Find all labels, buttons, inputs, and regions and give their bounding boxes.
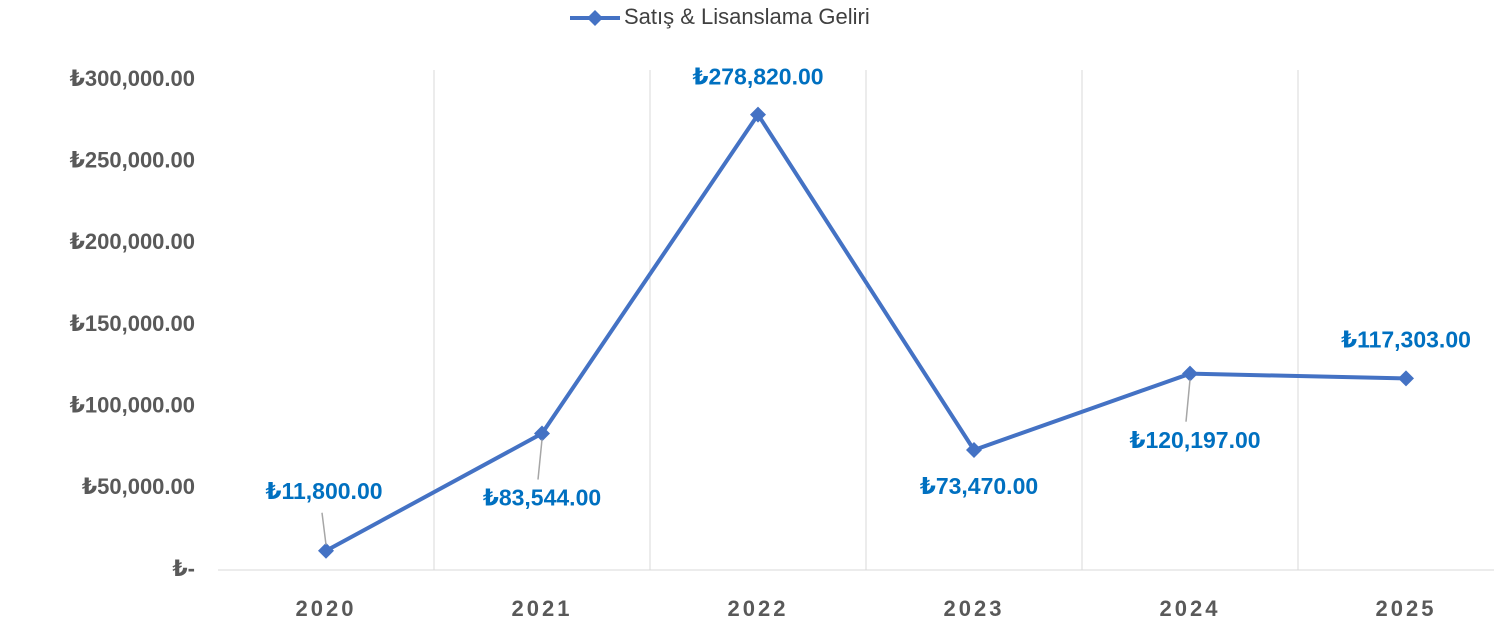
y-tick-label: ₺100,000.00: [70, 392, 195, 417]
marker: [1182, 365, 1198, 382]
x-tick-label: 2020: [296, 596, 357, 621]
x-tick-label: 2024: [1160, 596, 1221, 621]
y-tick-label: ₺150,000.00: [70, 311, 195, 336]
leader-line: [321, 512, 327, 545]
marker: [1398, 370, 1414, 387]
x-tick-label: 2022: [728, 596, 789, 621]
leader-line: [1185, 379, 1191, 422]
data-label: ₺278,820.00: [692, 64, 823, 90]
legend-label: Satış & Lisanslama Geliri: [624, 4, 870, 29]
data-label: ₺120,197.00: [1129, 427, 1260, 453]
x-tick-label: 2021: [512, 596, 573, 621]
data-label: ₺73,470.00: [920, 473, 1038, 499]
marker: [750, 106, 766, 123]
y-tick-label: ₺300,000.00: [70, 66, 195, 91]
x-tick-label: 2023: [944, 596, 1005, 621]
data-label: ₺83,544.00: [483, 485, 601, 511]
x-tick-label: 2025: [1376, 596, 1437, 621]
data-label: ₺11,800.00: [265, 478, 382, 504]
y-tick-label: ₺50,000.00: [82, 474, 195, 499]
data-label: ₺117,303.00: [1341, 326, 1471, 352]
marker: [534, 425, 550, 442]
marker: [318, 542, 334, 559]
legend-marker: [587, 10, 603, 26]
marker: [966, 441, 982, 458]
y-tick-label: ₺250,000.00: [70, 147, 195, 172]
leader-line: [537, 439, 543, 480]
line: [325, 112, 1407, 553]
y-tick-label: ₺-: [172, 556, 195, 581]
y-tick-label: ₺200,000.00: [70, 229, 195, 254]
